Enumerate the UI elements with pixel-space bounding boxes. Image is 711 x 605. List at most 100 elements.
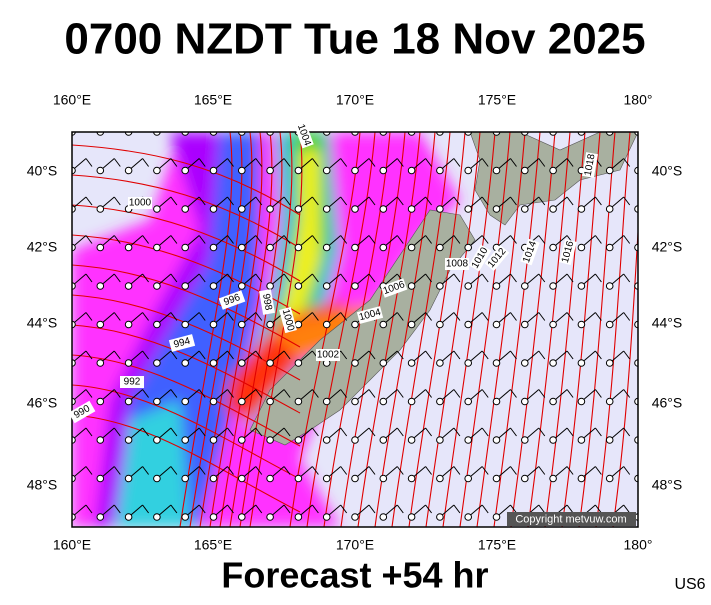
wind-barb-flag xyxy=(142,427,150,437)
wind-barb-flag xyxy=(652,467,658,475)
isobar-label-bg xyxy=(316,349,340,361)
wind-barb-flag xyxy=(170,312,178,321)
wind-barb-flag xyxy=(85,312,93,321)
copyright-box xyxy=(507,512,636,526)
wind-barb-staff xyxy=(637,169,638,171)
wind-station xyxy=(72,359,76,367)
wind-station xyxy=(634,166,638,175)
wind-station xyxy=(605,282,614,290)
wind-barb-staff xyxy=(637,208,638,209)
wind-barb-flag xyxy=(624,120,630,128)
isobar xyxy=(72,384,301,480)
isobar-label-bg xyxy=(582,152,598,178)
lat-label-right: 40°S xyxy=(652,163,683,179)
wind-station xyxy=(351,513,359,521)
wind-barb-flag xyxy=(567,120,573,128)
wind-station xyxy=(209,513,218,521)
wind-barb-flag xyxy=(113,273,121,283)
wind-barb-flag xyxy=(595,235,602,244)
wind-barb-flag xyxy=(255,273,263,283)
wind-station xyxy=(492,320,501,329)
wind-station xyxy=(96,474,105,483)
wind-barb-flag xyxy=(538,312,546,321)
wind-barb-flag xyxy=(198,235,206,244)
wind-station xyxy=(436,359,444,367)
wind-barb-flag xyxy=(623,504,631,514)
wind-station xyxy=(153,132,161,136)
isobar xyxy=(510,132,556,527)
wind-station xyxy=(464,243,473,252)
wind-barb-flag xyxy=(113,158,121,167)
wind-barb-flag xyxy=(481,389,489,398)
wind-barb-flag xyxy=(142,235,150,244)
wind-station xyxy=(634,397,638,406)
wind-barb-flag xyxy=(595,350,602,360)
wind-barb-flag xyxy=(311,158,319,167)
wind-station xyxy=(521,282,529,290)
wind-barb-flag xyxy=(198,389,206,398)
wind-station xyxy=(238,513,246,521)
isobar-label-group: 1002 xyxy=(316,349,340,361)
lat-label-left: 44°S xyxy=(27,315,58,331)
isobar xyxy=(408,132,466,527)
wind-barb-flag xyxy=(623,158,631,167)
wind-barb-flag xyxy=(340,350,348,360)
wind-station xyxy=(351,166,359,175)
wind-station xyxy=(72,243,76,252)
wind-station xyxy=(436,282,444,290)
wind-station xyxy=(436,397,444,406)
wind-station xyxy=(577,205,586,213)
wind-station xyxy=(322,243,331,252)
isobar xyxy=(459,132,511,527)
wind-barb-flag xyxy=(425,504,433,514)
wind-station xyxy=(407,436,416,444)
wind-station xyxy=(634,243,638,252)
copyright: Copyright metvuw.com xyxy=(515,513,626,525)
wind-station xyxy=(379,320,388,329)
wind-barb-flag xyxy=(566,466,574,475)
isobar-label-group: 994 xyxy=(168,334,196,352)
wind-station xyxy=(351,320,359,329)
wind-barb-flag xyxy=(227,466,234,475)
wind-barb-flag xyxy=(255,466,263,475)
wind-station xyxy=(96,205,105,213)
wind-barb-flag xyxy=(227,196,234,206)
title: 0700 NZDT Tue 18 Nov 2025 xyxy=(64,15,645,64)
wind-barb-flag xyxy=(425,350,433,360)
wind-barb-flag xyxy=(453,158,461,167)
wind-barb-flag xyxy=(425,158,433,167)
wind-station xyxy=(96,282,105,290)
footer: Forecast +54 hr xyxy=(221,555,488,596)
wind-barb-flag xyxy=(311,235,319,244)
lat-label-left: 48°S xyxy=(27,477,58,493)
wind-barb-flag xyxy=(311,196,319,206)
wind-barb-flag xyxy=(198,466,206,475)
wind-barb-flag xyxy=(510,312,517,321)
wind-station xyxy=(181,436,189,444)
wind-station xyxy=(209,243,218,252)
wind-barb-flag xyxy=(481,158,489,167)
wind-station xyxy=(238,359,246,367)
lon-label-bottom: 165°E xyxy=(194,537,232,553)
wind-barb-flag xyxy=(227,427,234,437)
isobar xyxy=(476,132,526,527)
wind-barb-flag xyxy=(171,120,177,128)
lon-label-bottom: 180° xyxy=(624,537,653,553)
wind-station xyxy=(181,282,189,290)
wind-barb-flag xyxy=(283,466,291,475)
wind-station xyxy=(124,513,133,521)
wind-barb-staff xyxy=(156,132,158,133)
wind-barb-staff xyxy=(270,132,271,133)
wind-station xyxy=(407,166,416,175)
wind-station xyxy=(634,320,638,329)
wind-barb-flag xyxy=(142,273,150,283)
isobar xyxy=(72,264,301,348)
isobar xyxy=(493,132,541,527)
wind-station xyxy=(379,205,388,213)
wind-station xyxy=(464,320,473,329)
wind-barb-flag xyxy=(623,466,631,475)
wind-barb-staff xyxy=(638,120,652,132)
wind-barb-flag xyxy=(595,389,602,398)
isobar-label-group: 998 xyxy=(259,289,275,315)
isobar xyxy=(425,132,481,527)
